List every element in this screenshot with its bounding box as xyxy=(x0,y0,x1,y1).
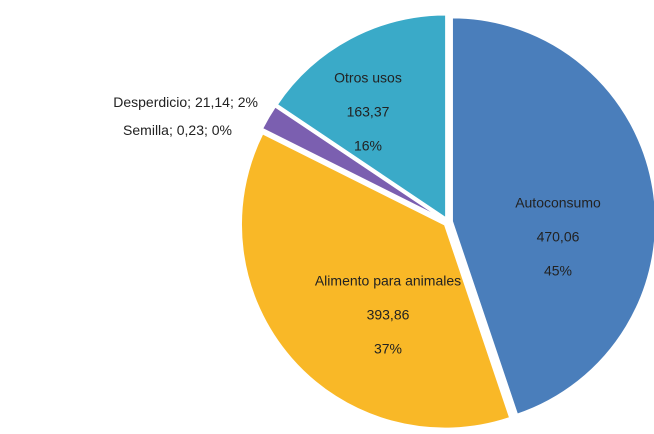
slice-label: Desperdicio; 21,14; 2% xyxy=(113,94,258,110)
label-part: 21,14 xyxy=(195,94,230,110)
label-part: Desperdicio xyxy=(113,94,187,110)
pie-slice xyxy=(450,16,654,416)
slice-percent: 45% xyxy=(544,263,572,279)
pie-slice xyxy=(275,13,448,221)
label-part: 2% xyxy=(238,94,258,110)
label-part: ; xyxy=(169,122,177,138)
label-part: 0% xyxy=(212,122,232,138)
label-part: 0,23 xyxy=(177,122,204,138)
slice-label: Autoconsumo xyxy=(515,195,601,211)
pie-slice xyxy=(273,104,446,221)
label-part: ; xyxy=(230,94,238,110)
slice-percent: 16% xyxy=(354,138,382,154)
slice-label: Alimento para animales xyxy=(315,273,461,289)
slice-value: 393,86 xyxy=(367,307,410,323)
slice-value: 163,37 xyxy=(347,104,390,120)
slice-value: 470,06 xyxy=(537,229,580,245)
slice-label: Semilla; 0,23; 0% xyxy=(123,122,232,138)
label-part: ; xyxy=(204,122,212,138)
label-part: Semilla xyxy=(123,122,169,138)
slice-percent: 37% xyxy=(374,341,402,357)
pie-slice xyxy=(239,132,512,430)
label-part: ; xyxy=(187,94,195,110)
slice-label: Otros usos xyxy=(334,70,402,86)
